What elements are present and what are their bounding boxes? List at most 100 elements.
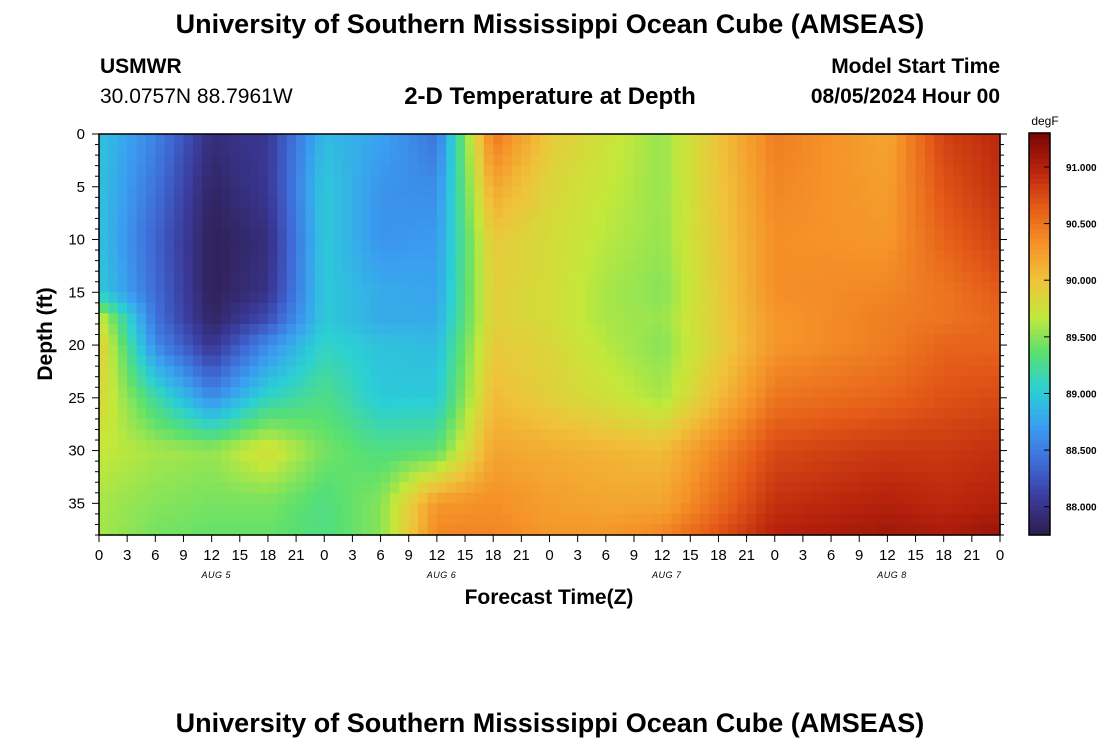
heatmap-cell xyxy=(718,176,729,188)
heatmap-cell xyxy=(371,218,382,230)
colorbar-unit-label: degF xyxy=(1031,114,1058,128)
heatmap-cell xyxy=(680,218,691,230)
heatmap-cell xyxy=(746,144,757,156)
heatmap-cell xyxy=(549,345,560,357)
heatmap-cell xyxy=(389,239,400,251)
heatmap-cell xyxy=(793,271,804,283)
colorbar-segment xyxy=(1029,364,1050,370)
heatmap-cell xyxy=(465,186,476,198)
heatmap-cell xyxy=(192,408,203,420)
heatmap-cell xyxy=(239,429,250,441)
heatmap-cell xyxy=(211,471,222,483)
heatmap-cell xyxy=(802,260,813,272)
heatmap-cell xyxy=(699,292,710,304)
x-tick-label: 9 xyxy=(630,547,638,564)
heatmap-cell xyxy=(924,355,935,367)
heatmap-cell xyxy=(896,450,907,462)
heatmap-cell xyxy=(258,513,269,526)
heatmap-cell xyxy=(352,281,363,293)
heatmap-cell xyxy=(465,271,476,283)
heatmap-cell xyxy=(990,461,1001,473)
heatmap-cell xyxy=(633,292,644,304)
heatmap-cell xyxy=(286,461,297,473)
heatmap-cell xyxy=(859,323,870,336)
heatmap-cell xyxy=(192,355,203,367)
heatmap-cell xyxy=(587,471,598,483)
heatmap-cell xyxy=(577,355,588,367)
heatmap-cell xyxy=(558,366,569,378)
heatmap-cell xyxy=(953,450,964,462)
heatmap-cell xyxy=(737,482,748,494)
heatmap-cell xyxy=(258,482,269,494)
heatmap-cell xyxy=(802,513,813,526)
heatmap-cell xyxy=(399,376,410,388)
heatmap-cell xyxy=(277,239,288,251)
heatmap-cell xyxy=(380,471,391,483)
heatmap-cell xyxy=(587,228,598,241)
heatmap-cell xyxy=(718,471,729,483)
heatmap-cell xyxy=(511,134,522,146)
heatmap-cell xyxy=(615,323,626,336)
heatmap-cell xyxy=(324,397,335,409)
heatmap-cell xyxy=(380,228,391,241)
heatmap-cell xyxy=(371,313,382,325)
heatmap-cell xyxy=(615,461,626,473)
heatmap-cell xyxy=(314,292,325,304)
heatmap-cell xyxy=(971,292,982,304)
heatmap-cell xyxy=(784,313,795,325)
heatmap-cell xyxy=(990,197,1001,209)
heatmap-cell xyxy=(117,155,128,167)
heatmap-cell xyxy=(924,218,935,230)
heatmap-cell xyxy=(286,524,297,536)
heatmap-cell xyxy=(174,260,185,272)
heatmap-cell xyxy=(831,492,842,504)
heatmap-cell xyxy=(521,397,532,409)
heatmap-cell xyxy=(418,281,429,293)
heatmap-cell xyxy=(399,492,410,504)
heatmap-cell xyxy=(145,144,156,156)
heatmap-cell xyxy=(267,228,278,241)
heatmap-cell xyxy=(511,207,522,220)
heatmap-cell xyxy=(380,239,391,251)
heatmap-cell xyxy=(108,302,119,314)
heatmap-cell xyxy=(812,471,823,483)
heatmap-cell xyxy=(652,376,663,388)
heatmap-cell xyxy=(239,313,250,325)
heatmap-cell xyxy=(371,387,382,399)
heatmap-cell xyxy=(164,281,175,293)
heatmap-cell xyxy=(558,345,569,357)
heatmap-cell xyxy=(924,513,935,526)
heatmap-cell xyxy=(343,165,354,177)
heatmap-cell xyxy=(305,461,316,473)
heatmap-cell xyxy=(230,228,241,241)
heatmap-cell xyxy=(483,355,494,367)
heatmap-cell xyxy=(314,250,325,262)
heatmap-cell xyxy=(943,186,954,198)
heatmap-cell xyxy=(652,408,663,420)
heatmap-cell xyxy=(314,334,325,346)
heatmap-cell xyxy=(211,513,222,526)
heatmap-cell xyxy=(737,461,748,473)
heatmap-cell xyxy=(746,239,757,251)
heatmap-cell xyxy=(633,492,644,504)
heatmap-cell xyxy=(183,155,194,167)
heatmap-cell xyxy=(755,165,766,177)
heatmap-cell xyxy=(540,155,551,167)
heatmap-cell xyxy=(859,366,870,378)
heatmap-cell xyxy=(765,165,776,177)
colorbar-segment xyxy=(1029,168,1050,174)
heatmap-cell xyxy=(530,440,541,452)
heatmap-cell xyxy=(117,513,128,526)
heatmap-cell xyxy=(540,144,551,156)
heatmap-cell xyxy=(662,513,673,526)
heatmap-cell xyxy=(887,334,898,346)
heatmap-cell xyxy=(953,355,964,367)
heatmap-cell xyxy=(333,503,344,515)
heatmap-cell xyxy=(202,197,213,209)
heatmap-cell xyxy=(314,313,325,325)
heatmap-cell xyxy=(418,134,429,146)
heatmap-cell xyxy=(465,471,476,483)
heatmap-cell xyxy=(981,513,992,526)
heatmap-cell xyxy=(577,461,588,473)
heatmap-cell xyxy=(727,271,738,283)
